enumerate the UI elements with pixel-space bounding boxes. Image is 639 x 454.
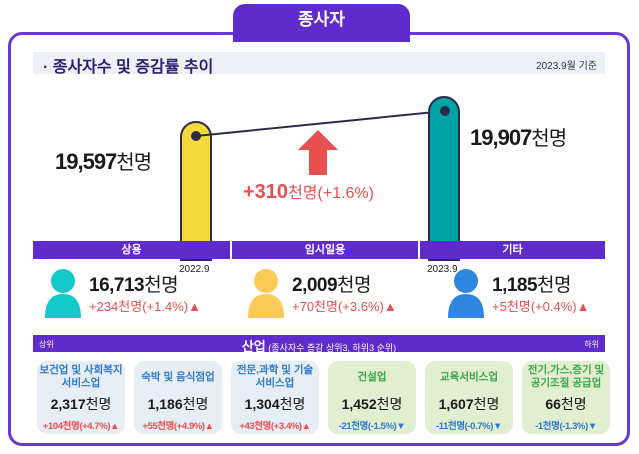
industry-value: 1,607천명 <box>438 396 500 412</box>
prev-year: 2022.9 <box>179 264 210 275</box>
up-arrow-icon: ▲ <box>301 421 311 432</box>
person-icon <box>45 269 81 318</box>
category-header-regular: 상용 <box>33 241 230 259</box>
category-change: +70천명(+3.6%)▲ <box>292 299 397 314</box>
category-header-temporary: 임시일용 <box>232 241 418 259</box>
industry-name: 교육서비스업 <box>440 370 498 383</box>
curr-bar <box>428 96 460 261</box>
person-icon <box>448 269 484 318</box>
industry-header: 상위 산업 (종사자수 증감 상위3, 하위3 순위) 하위 <box>33 335 605 354</box>
industry-value: 1,304천명 <box>244 396 306 412</box>
down-arrow-icon: ▼ <box>587 421 597 432</box>
industry-value: 1,186천명 <box>147 396 209 412</box>
category-change: +5천명(+0.4%)▲ <box>492 299 590 314</box>
industry-card: 교육서비스업 1,607천명 -11천명(-0.7%)▼ <box>425 361 513 434</box>
category-header-other: 기타 <box>420 241 605 259</box>
prev-total: 19,597천명 <box>55 149 152 174</box>
person-icon <box>248 269 284 318</box>
basis-date: 2023.9월 기준 <box>536 61 597 72</box>
industry-title: 산업 <box>241 339 266 354</box>
industry-change: +104천명(+4.7%)▲ <box>42 421 120 432</box>
total-change: +310천명(+1.6%) <box>243 181 374 203</box>
top-label: 상위 <box>39 340 54 349</box>
category-value: 1,185천명 <box>492 275 572 296</box>
industry-subtitle: (종사자수 증감 상위3, 하위3 순위) <box>268 343 397 353</box>
section-title: · 종사자수 및 증감률 추이 <box>43 59 214 76</box>
industry-value: 2,317천명 <box>50 396 112 412</box>
industry-name: 건설업 <box>357 370 387 383</box>
section-header: · 종사자수 및 증감률 추이 2023.9월 기준 <box>33 52 605 76</box>
bottom-label: 하위 <box>584 340 599 349</box>
industry-change: +55천명(+4.9%)▲ <box>142 421 214 432</box>
category-value: 16,713천명 <box>89 275 179 296</box>
category-value: 2,009천명 <box>292 275 372 296</box>
prev-dot <box>191 131 201 141</box>
down-arrow-icon: ▼ <box>396 421 406 432</box>
increase-arrow-icon <box>298 130 338 175</box>
up-arrow-icon: ▲ <box>204 421 214 432</box>
industry-name: 보건업 및 사회복지 서비스업 <box>39 364 123 389</box>
up-arrow-icon: ▲ <box>110 421 120 432</box>
industry-change: -1천명(-1.3%)▼ <box>535 421 597 432</box>
industry-value: 1,452천명 <box>341 396 403 412</box>
curr-dot <box>440 106 450 116</box>
industry-change: -11천명(-0.7%)▼ <box>435 421 503 432</box>
industry-card: 전기,가스,증기 및 공기조절 공급업 66천명 -1천명(-1.3%)▼ <box>522 361 610 434</box>
industry-change: -21천명(-1.5%)▼ <box>338 421 406 432</box>
industry-name: 전문,과학 및 기술 서비스업 <box>236 364 314 389</box>
curr-total: 19,907천명 <box>470 125 567 150</box>
industry-card: 숙박 및 음식점업 1,186천명 +55천명(+4.9%)▲ <box>134 361 222 434</box>
trend-line <box>195 110 446 137</box>
industry-name: 숙박 및 음식점업 <box>141 370 215 383</box>
industry-card: 보건업 및 사회복지 서비스업 2,317천명 +104천명(+4.7%)▲ <box>37 361 125 434</box>
curr-year: 2023.9 <box>427 264 458 275</box>
industry-card: 전문,과학 및 기술 서비스업 1,304천명 +43천명(+3.4%)▲ <box>231 361 319 434</box>
prev-bar <box>180 121 212 261</box>
tab-employees[interactable]: 종사자 <box>233 4 410 42</box>
industry-change: +43천명(+3.4%)▲ <box>239 421 311 432</box>
industry-name: 전기,가스,증기 및 공기조절 공급업 <box>527 364 605 389</box>
category-change: +234천명(+1.4%)▲ <box>89 299 201 314</box>
industry-card: 건설업 1,452천명 -21천명(-1.5%)▼ <box>328 361 416 434</box>
down-arrow-icon: ▼ <box>493 421 503 432</box>
industry-value: 66천명 <box>545 396 587 412</box>
